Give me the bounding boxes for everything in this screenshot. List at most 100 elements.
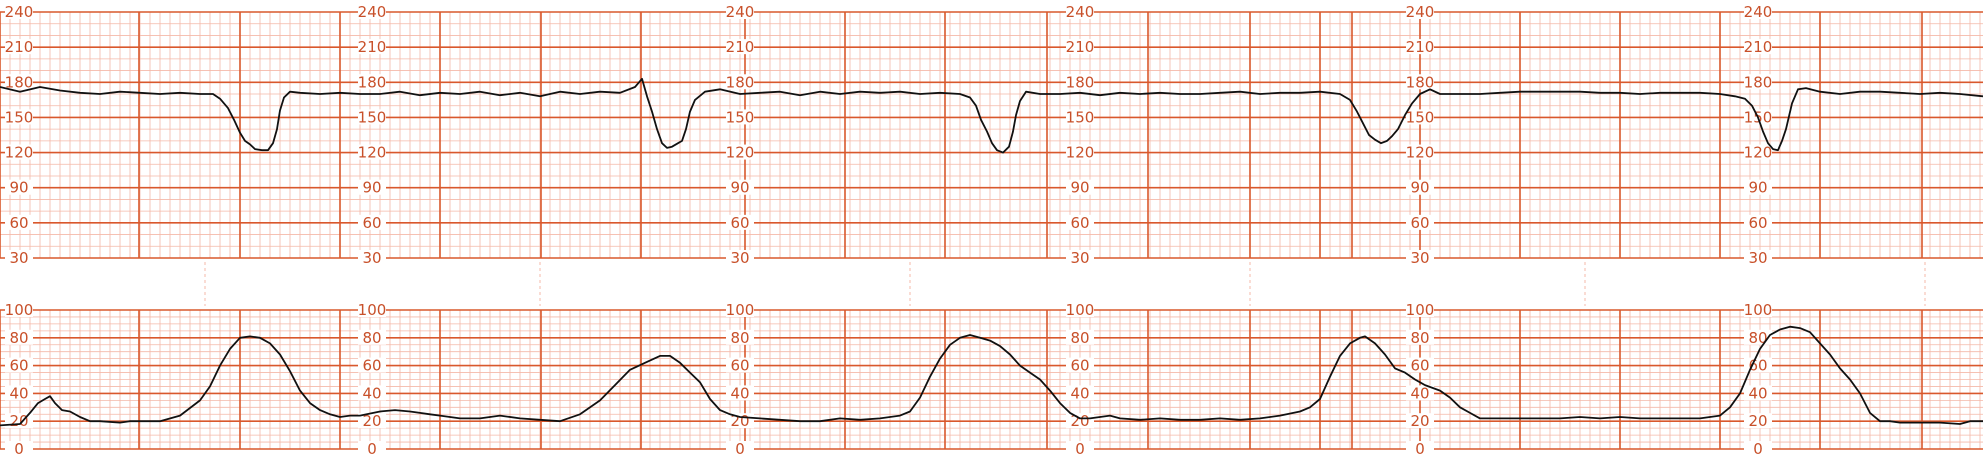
- uc-trace: [0, 325, 1983, 427]
- y-tick-label: 30: [1748, 249, 1767, 267]
- tick-label-bg: [358, 109, 386, 125]
- y-tick-label: 120: [5, 144, 34, 162]
- tick-label-bg: [1066, 144, 1094, 160]
- tick-label-bg: [358, 302, 386, 317]
- y-tick-label: 80: [1070, 329, 1089, 347]
- y-tick-label: 100: [1406, 301, 1435, 319]
- tick-label-bg: [726, 250, 754, 265]
- y-tick-label: 100: [5, 301, 34, 319]
- y-tick-label: 40: [362, 384, 381, 402]
- y-tick-label: 60: [1748, 214, 1767, 232]
- tick-label-bg: [1744, 4, 1772, 19]
- tick-label-bg: [1406, 74, 1434, 90]
- y-tick-label: 100: [358, 301, 387, 319]
- y-tick-label: 40: [1748, 384, 1767, 402]
- y-tick-label: 0: [735, 440, 745, 458]
- y-tick-label: 210: [1406, 38, 1435, 56]
- y-tick-label: 40: [9, 384, 28, 402]
- tick-label-bg: [1406, 413, 1434, 429]
- tick-label-bg: [1406, 357, 1434, 373]
- y-tick-label: 150: [358, 108, 387, 126]
- y-tick-label: 80: [9, 329, 28, 347]
- tick-label-bg: [358, 39, 386, 55]
- tick-label-bg: [1406, 250, 1434, 265]
- tick-label-bg: [358, 250, 386, 265]
- fhr-panel: 30 30 30 30 30 30 60 60 60 60 60 60 90 90 90 90 90 90 120 1…: [0, 3, 1983, 267]
- y-tick-label: 240: [358, 3, 387, 21]
- y-tick-label: 180: [358, 73, 387, 91]
- tick-label-bg: [1406, 214, 1434, 230]
- y-tick-label: 20: [1748, 412, 1767, 430]
- y-tick-label: 90: [9, 179, 28, 197]
- y-tick-label: 40: [1410, 384, 1429, 402]
- tick-label-bg: [1406, 179, 1434, 195]
- tick-label-bg: [5, 4, 33, 19]
- y-tick-label: 180: [5, 73, 34, 91]
- tick-label-bg: [1406, 39, 1434, 55]
- y-tick-label: 60: [1070, 357, 1089, 375]
- tick-label-bg: [358, 144, 386, 160]
- tick-label-bg: [5, 109, 33, 125]
- y-tick-label: 0: [1753, 440, 1763, 458]
- y-tick-label: 0: [1415, 440, 1425, 458]
- y-tick-label: 40: [1070, 384, 1089, 402]
- y-tick-label: 60: [362, 357, 381, 375]
- y-tick-label: 210: [726, 38, 755, 56]
- y-tick-label: 210: [5, 38, 34, 56]
- tick-label-bg: [1406, 109, 1434, 125]
- tick-label-bg: [1744, 74, 1772, 90]
- tick-label-bg: [1406, 385, 1434, 401]
- y-tick-label: 90: [730, 179, 749, 197]
- tick-label-bg: [5, 441, 33, 456]
- y-tick-label: 240: [1744, 3, 1773, 21]
- y-tick-label: 30: [362, 249, 381, 267]
- tick-label-bg: [1066, 179, 1094, 195]
- tick-label-bg: [1066, 302, 1094, 317]
- tick-label-bg: [726, 357, 754, 373]
- tick-label-bg: [5, 302, 33, 317]
- y-tick-label: 210: [1744, 38, 1773, 56]
- y-tick-label: 210: [358, 38, 387, 56]
- tick-label-bg: [726, 74, 754, 90]
- y-tick-label: 30: [1410, 249, 1429, 267]
- tick-label-bg: [1066, 74, 1094, 90]
- y-tick-label: 100: [726, 301, 755, 319]
- tick-label-bg: [1406, 302, 1434, 317]
- y-tick-label: 60: [730, 357, 749, 375]
- tick-label-bg: [358, 357, 386, 373]
- tick-label-bg: [1066, 109, 1094, 125]
- tick-label-bg: [1744, 250, 1772, 265]
- tick-label-bg: [5, 74, 33, 90]
- y-tick-label: 180: [1744, 73, 1773, 91]
- y-tick-label: 240: [1406, 3, 1435, 21]
- y-tick-label: 240: [726, 3, 755, 21]
- y-tick-label: 60: [9, 357, 28, 375]
- tick-label-bg: [726, 109, 754, 125]
- y-tick-label: 20: [1410, 412, 1429, 430]
- y-tick-label: 0: [1075, 440, 1085, 458]
- y-tick-label: 40: [730, 384, 749, 402]
- y-tick-label: 120: [726, 144, 755, 162]
- y-tick-label: 90: [1410, 179, 1429, 197]
- tick-label-bg: [1744, 385, 1772, 401]
- tick-label-bg: [358, 214, 386, 230]
- y-tick-label: 210: [1066, 38, 1095, 56]
- tick-label-bg: [5, 144, 33, 160]
- tick-label-bg: [5, 250, 33, 265]
- tick-label-bg: [1066, 385, 1094, 401]
- y-tick-label: 80: [362, 329, 381, 347]
- tick-label-bg: [726, 144, 754, 160]
- y-tick-label: 150: [726, 108, 755, 126]
- tick-label-bg: [726, 329, 754, 345]
- tick-label-bg: [1744, 144, 1772, 160]
- tick-label-bg: [1744, 39, 1772, 55]
- tick-label-bg: [726, 302, 754, 317]
- fhr-trace: [0, 77, 1983, 154]
- y-tick-label: 120: [358, 144, 387, 162]
- y-tick-label: 20: [362, 412, 381, 430]
- y-tick-label: 120: [1066, 144, 1095, 162]
- tick-label-bg: [358, 179, 386, 195]
- tick-label-bg: [358, 329, 386, 345]
- y-tick-label: 0: [367, 440, 377, 458]
